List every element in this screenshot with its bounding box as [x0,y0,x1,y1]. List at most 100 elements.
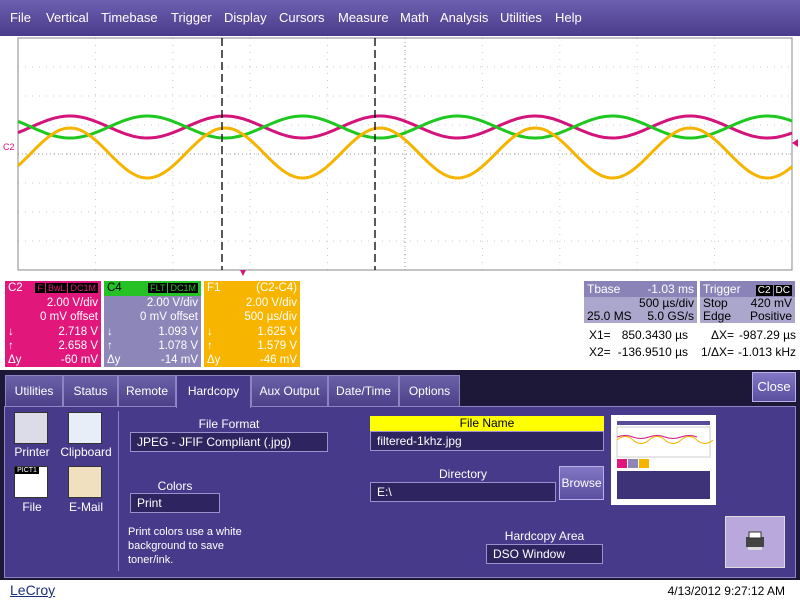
tab[interactable]: Status [63,375,118,407]
trace-c4 [17,114,793,140]
tag: F [35,283,45,294]
scale: 2.00 V/div [245,297,297,309]
preview-thumbnail [611,415,716,505]
clipboard-icon[interactable] [68,412,102,444]
print-icon [746,531,764,550]
status-bar: LeCroy 4/13/2012 9:27:12 AM [0,580,800,600]
offset: 0 mV offset [40,311,98,324]
channel-name: C2 [8,282,23,295]
label: Trigger [703,282,741,296]
label: ΔX= [710,328,734,342]
menu-item[interactable]: Measure [338,10,389,25]
channel-box[interactable]: F1 (C2-C4) 2.00 V/div 500 µs/div ↓ 1.625 V… [204,281,300,367]
formula: (C2-C4) [256,282,297,295]
file-name-input[interactable]: filtered-1khz.jpg [370,431,604,451]
symbol: Δy [207,354,221,367]
value: -1.013 kHz [737,345,796,359]
print-button[interactable] [725,516,785,568]
browse-button[interactable]: Browse [559,466,604,500]
field-label: Hardcopy Area [504,529,585,543]
menu-item[interactable]: File [10,10,31,25]
timebase-box[interactable]: Tbase -1.03 ms 500 µs/div 25.0 MS 5.0 GS/s [584,281,697,323]
trigger-marker [240,270,246,276]
tab[interactable]: Date/Time [328,375,399,407]
file-icon[interactable]: PICT1 [14,466,48,498]
value: -14 mV [160,354,198,367]
field-label: File Name [370,416,604,431]
icon-text: PICT1 [15,467,39,474]
label: X1= [589,328,611,342]
value: 25.0 MS [587,309,632,323]
tab[interactable]: Options [399,375,460,407]
symbol: Δy [8,354,22,367]
menu-item[interactable]: Display [224,10,267,25]
email-icon[interactable] [68,466,102,498]
value: 1.579 V [257,339,297,352]
value: -1.03 ms [647,282,694,296]
value: 2.658 V [58,339,98,352]
device-label: E-Mail [68,500,103,514]
value: 500 µs/div [639,296,694,310]
field-label: File Format [198,417,260,431]
channel-marker: C2 [3,142,15,152]
timebase: 500 µs/div [244,311,297,324]
tag: DC1M [68,283,98,294]
symbol: ↓ [207,325,213,338]
menu-bar: File Vertical Timebase Trigger Display C… [0,0,800,36]
tab[interactable]: Utilities [5,375,63,407]
file-format-select[interactable]: JPEG - JFIF Compliant (.jpg) [130,432,328,452]
menu-item[interactable]: Timebase [101,10,158,25]
colors-select[interactable]: Print [130,493,220,513]
trace-c2 [17,114,793,140]
tag: DC [773,285,792,296]
label: X2= [589,345,611,359]
value: Positive [749,309,792,323]
tab-active[interactable]: Hardcopy [176,375,251,408]
scale: 2.00 V/div [146,297,198,309]
value: 420 mV [750,296,792,310]
tab[interactable]: Aux Output [251,375,328,407]
value: Edge [703,309,732,323]
value: 2.718 V [58,325,98,338]
label: Tbase [587,282,621,296]
menu-item[interactable]: Analysis [440,10,489,25]
trace-f1 [16,126,793,180]
symbol: ↓ [107,325,113,338]
tag: BwL [45,283,68,294]
value: 1.625 V [257,325,297,338]
directory-input[interactable]: E:\ [370,482,556,502]
graticule-frame [17,37,793,271]
value: Stop [703,296,728,310]
value: 5.0 GS/s [647,309,694,323]
tab[interactable]: Remote [118,375,176,407]
divider [118,411,119,571]
brand: LeCroy [10,582,56,598]
menu-item[interactable]: Math [400,10,429,25]
menu-item[interactable]: Trigger [171,10,212,25]
channel-box[interactable]: C2 F BwL DC1M 2.00 V/div 0 mV offset ↓ 2.718… [5,281,101,367]
cursor-readout: X1= 850.3430 µs ΔX= -987.29 µs X2= -136.9510… [584,327,796,361]
value: 1.093 V [158,325,198,338]
label: 1/ΔX= [700,345,734,359]
scale: 2.00 V/div [46,297,98,309]
timestamp: 4/13/2012 9:27:12 AM [667,584,785,598]
area-select[interactable]: DSO Window [486,544,603,564]
printer-icon[interactable] [14,412,48,444]
menu-item[interactable]: Cursors [279,10,325,25]
note: Print colors use a white background to s… [128,526,242,566]
value: -60 mV [60,354,98,367]
close-button[interactable]: Close [752,372,796,402]
device-label: Clipboard [60,445,112,459]
value: -136.9510 µs [617,345,688,359]
field-label: Directory [438,467,487,481]
value: 1.078 V [158,339,198,352]
channel-box[interactable]: C4 FLT DC1M 2.00 V/div 0 mV offset ↓ 1.093 … [104,281,201,367]
field-label: Colors [157,479,193,493]
menu-item[interactable]: Utilities [500,10,542,25]
value: -987.29 µs [739,328,796,342]
offset: 0 mV offset [140,311,198,324]
menu-item[interactable]: Help [555,10,582,25]
menu-item[interactable]: Vertical [46,10,89,25]
symbol: ↑ [8,339,14,352]
trigger-box[interactable]: Trigger C2 DC Stop 420 mV Edge Positive [700,281,795,323]
